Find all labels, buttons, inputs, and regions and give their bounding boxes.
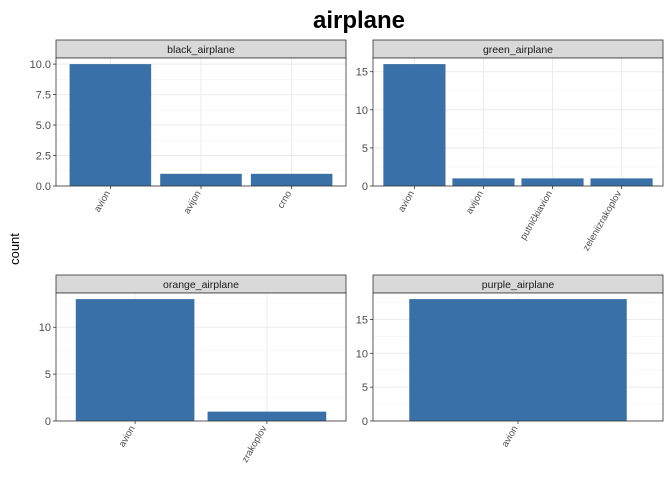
bar-avijon [452,178,515,186]
y-tick-label: 0.0 [36,181,51,193]
y-tick-label: 5.0 [36,120,51,132]
y-axis-label: count [7,233,22,265]
panel-green-airplane: green_airplane 0 5 10 15 avion avijon putničkia… [356,39,664,253]
y-tick-label: 0 [362,416,368,428]
facet-strip-label: orange_airplane [163,279,239,291]
x-tick-label: avion [117,424,138,449]
x-tick-label: zrakoplov [240,424,270,465]
x-tick-label: avijon [182,189,204,216]
facet-strip-label: black_airplane [167,44,235,56]
y-tick-label: 5 [45,369,51,381]
facet-strip-label: purple_airplane [482,279,555,291]
panel-purple-airplane: purple_airplane 0 5 10 15 avion [356,274,664,449]
x-tick-label: putničkiavion [518,189,555,242]
bar-avion [69,64,152,186]
y-tick-label: 7.5 [36,90,51,102]
panel-border [55,292,347,422]
bar-putnickiavion [521,178,584,186]
panel-black-airplane: black_airplane 0.0 2.5 5.0 7.5 10.0 avion avijo… [30,39,347,216]
facet-panels: black_airplane 0.0 2.5 5.0 7.5 10.0 avion avijo… [30,39,664,465]
y-tick-label: 10 [356,105,368,117]
y-tick-label: 5 [362,382,368,394]
panel-orange-airplane: orange_airplane 0 5 10 avion zrakoplov [39,274,347,465]
x-tick-label: crno [275,189,294,211]
bar-avion [383,64,446,186]
bar-avion [409,299,627,421]
y-tick-label: 10 [356,348,368,360]
bar-zeleniizrakoplov [590,178,653,186]
x-tick-label: avion [396,189,417,214]
bar-crno [250,173,333,186]
y-tick-label: 0 [362,181,368,193]
facet-strip-label: green_airplane [483,44,553,56]
panel-border [372,57,664,187]
y-tick-label: 2.5 [36,151,51,163]
bar-avijon [160,173,242,186]
y-tick-label: 10.0 [30,59,51,71]
y-tick-label: 5 [362,143,368,155]
bar-avion [75,299,195,421]
y-tick-label: 0 [45,416,51,428]
chart-title: airplane [313,7,405,34]
x-tick-label: zeleniizrakoplov [581,189,624,253]
x-tick-label: avion [500,424,521,449]
x-tick-label: avijon [464,189,486,216]
bar-zrakoplov [207,411,327,421]
y-tick-label: 15 [356,67,368,79]
x-tick-label: avion [92,189,113,214]
y-tick-label: 15 [356,314,368,326]
y-tick-label: 10 [39,322,51,334]
